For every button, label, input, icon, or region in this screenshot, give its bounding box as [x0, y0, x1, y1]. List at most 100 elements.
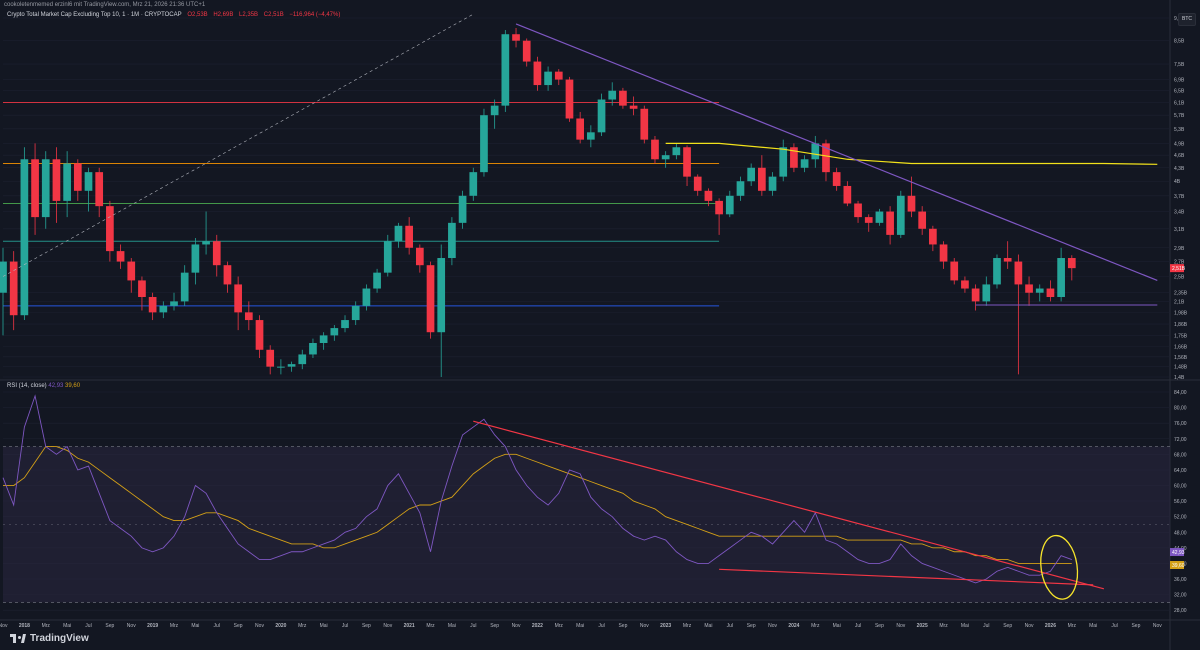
y-tick-label: 4,3B — [1174, 166, 1185, 172]
candle-body — [907, 195, 916, 212]
rsi-legend[interactable]: RSI (14, close) 42,93 39,60 — [7, 383, 80, 389]
candle-body — [1057, 258, 1065, 298]
rsi-line — [2, 394, 1072, 584]
y-tick-label: 2,35B — [1174, 291, 1188, 297]
x-tick-label: Sep — [618, 623, 627, 629]
rsi-y-tick-label: 32,00 — [1174, 593, 1187, 599]
x-tick-label: Nov — [127, 623, 136, 629]
x-tick-label: 2020 — [275, 623, 286, 629]
candle-body — [9, 261, 18, 316]
candle-body — [277, 366, 285, 368]
candle-body — [106, 206, 114, 252]
candle-body — [993, 258, 1001, 285]
candle-body — [405, 225, 413, 248]
rsi-value-tag — [1170, 561, 1184, 570]
candle-body — [982, 284, 991, 302]
rsi-y-tick-label: 36,00 — [1174, 577, 1187, 583]
y-tick-label: 4B — [1174, 179, 1181, 185]
y-tick-label: 3,1B — [1174, 227, 1185, 233]
rsi-y-tick-label: 28,00 — [1174, 608, 1187, 614]
x-tick-label: Sep — [1003, 623, 1012, 629]
candle-body — [351, 305, 360, 321]
rsi-value-tag-label: 39,60 — [1172, 563, 1185, 569]
candle-body — [1003, 258, 1012, 262]
ohlc-low: L2,35B — [239, 12, 259, 18]
y-tick-label: 6,1B — [1174, 101, 1185, 107]
candle-body — [918, 211, 927, 229]
candle-body — [586, 132, 595, 140]
x-tick-label: Mai — [191, 623, 199, 629]
x-tick-label: Jul — [855, 623, 861, 629]
candle-body — [822, 143, 830, 173]
y-tick-label: 2,7B — [1174, 260, 1185, 266]
candle-body — [116, 251, 125, 262]
y-tick-label: 4,6B — [1174, 153, 1185, 159]
symbol-legend[interactable]: Crypto Total Market Cap Excluding Top 10… — [7, 12, 344, 18]
rsi-ma-value: 39,60 — [65, 383, 81, 389]
rsi-value: 42,93 — [48, 383, 64, 389]
candle-body — [309, 343, 317, 355]
rsi-y-tick-label: 52,00 — [1174, 515, 1187, 521]
rsi-band — [3, 446, 1170, 603]
trendlines — [2, 13, 1158, 306]
x-tick-label: Sep — [1131, 623, 1140, 629]
candle-body — [362, 288, 371, 306]
x-tick-label: Jul — [85, 623, 91, 629]
btc-compare-button[interactable]: BTC — [1178, 13, 1196, 26]
x-tick-label: Nov — [768, 623, 777, 629]
x-tick-label: Mrz — [811, 623, 820, 629]
x-tick-label: Mai — [576, 623, 584, 629]
rsi-y-tick-label: 84,00 — [1174, 390, 1187, 396]
y-tick-label: 3,7B — [1174, 194, 1185, 200]
candle-body — [533, 61, 542, 86]
y-tick-label: 2,5B — [1174, 274, 1185, 280]
rsi-y-tick-label: 48,00 — [1174, 530, 1187, 536]
ohlc-close: C2,51B — [263, 12, 284, 18]
candle-body — [715, 200, 723, 215]
rsi-y-tick-label: 72,00 — [1174, 437, 1187, 443]
candle-body — [180, 272, 189, 302]
x-tick-label: 2018 — [19, 623, 30, 629]
x-tick-label: Jul — [983, 623, 989, 629]
candle-body — [544, 71, 552, 86]
rsi-descending-trendline — [473, 420, 1105, 590]
axes: 9,6B8,5B7,5B6,9B6,5B6,1B5,7B5,3B4,9B4,6B… — [0, 16, 1188, 629]
candle-body — [939, 244, 948, 262]
candle-body — [20, 159, 29, 316]
candle-body — [426, 265, 435, 333]
x-tick-label: Jul — [598, 623, 604, 629]
y-tick-label: 1,56B — [1174, 355, 1188, 361]
x-tick-label: Sep — [875, 623, 884, 629]
x-tick-label: Mrz — [298, 623, 307, 629]
x-tick-label: 2023 — [660, 623, 671, 629]
brand-name: TradingView — [30, 633, 89, 644]
y-tick-label: 2,9B — [1174, 246, 1185, 252]
y-tick-label: 6,5B — [1174, 89, 1185, 95]
x-tick-label: Mai — [833, 623, 841, 629]
candle-body — [522, 40, 531, 62]
x-tick-label: Nov — [896, 623, 905, 629]
y-tick-label: 1,75B — [1174, 333, 1188, 339]
candle-body — [950, 261, 959, 281]
y-tick-label: 3,4B — [1174, 210, 1185, 216]
candle-body — [768, 176, 777, 191]
ohlc-high: H2,69B — [213, 12, 234, 18]
candle-body — [1067, 258, 1076, 269]
candle-body — [854, 203, 862, 218]
candle-body — [725, 195, 734, 215]
y-tick-label: 4,9B — [1174, 141, 1185, 147]
x-tick-label: Sep — [105, 623, 114, 629]
candle-body — [832, 172, 841, 186]
candle-body — [458, 195, 467, 223]
x-tick-label: 2025 — [917, 623, 928, 629]
candle-body — [597, 99, 606, 133]
candle-body — [619, 90, 627, 106]
x-tick-label: Nov — [640, 623, 649, 629]
candle-body — [971, 288, 980, 302]
x-tick-label: Nov — [1025, 623, 1034, 629]
y-tick-label: 5,7B — [1174, 113, 1185, 119]
candle-body — [223, 265, 232, 285]
y-tick-label: 8,5B — [1174, 39, 1185, 45]
x-tick-label: Mrz — [683, 623, 692, 629]
